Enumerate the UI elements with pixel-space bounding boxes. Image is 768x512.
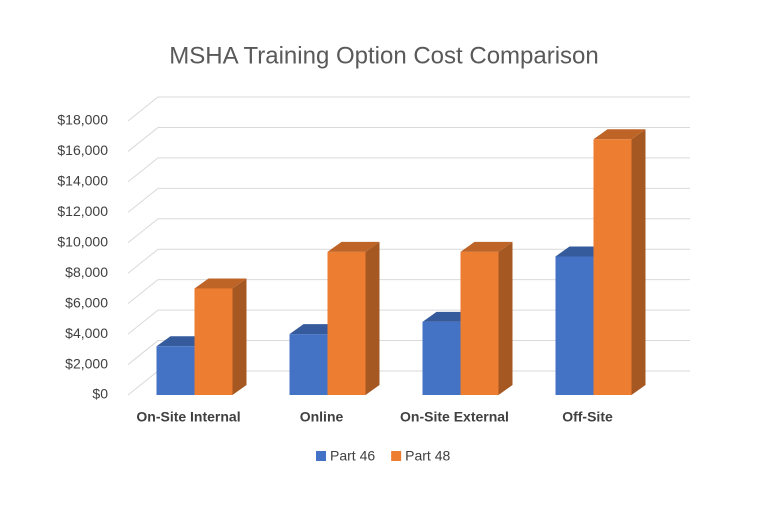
- y-tick-label: $14,000: [57, 173, 108, 189]
- x-tick-label: On-Site External: [400, 409, 509, 425]
- x-tick-label: Online: [300, 409, 344, 425]
- legend-label: Part 48: [405, 448, 450, 464]
- grid-line: [127, 157, 690, 183]
- bar: [422, 321, 461, 395]
- bar-top: [327, 241, 380, 252]
- grid-line: [127, 279, 690, 305]
- bar-top: [194, 278, 247, 289]
- legend-swatch: [391, 451, 402, 461]
- bar: [460, 251, 499, 395]
- y-tick-label: $16,000: [57, 142, 108, 158]
- x-tick-label: On-Site Internal: [136, 409, 240, 425]
- y-tick-label: $10,000: [57, 233, 108, 249]
- bar-side: [232, 278, 247, 395]
- bar-side: [365, 241, 380, 395]
- bar-side: [631, 129, 646, 395]
- grid-line: [127, 96, 690, 122]
- chart-title: MSHA Training Option Cost Comparison: [169, 42, 599, 69]
- bar: [327, 251, 366, 395]
- y-tick-label: $2,000: [65, 355, 108, 371]
- bar: [156, 346, 195, 395]
- bar: [194, 288, 233, 395]
- y-tick-label: $6,000: [65, 294, 108, 310]
- y-tick-label: $0: [92, 386, 108, 402]
- grid-line: [127, 248, 690, 274]
- grid-line: [127, 218, 690, 244]
- bar-top: [593, 129, 646, 140]
- y-tick-label: $8,000: [65, 264, 108, 280]
- legend-label: Part 46: [330, 448, 375, 464]
- y-tick-label: $4,000: [65, 325, 108, 341]
- bar: [289, 334, 328, 395]
- y-tick-label: $18,000: [57, 112, 108, 128]
- bar: [555, 256, 594, 395]
- legend-swatch: [316, 451, 326, 461]
- grid-line: [127, 187, 690, 213]
- bar-side: [498, 241, 513, 395]
- x-tick-label: Off-Site: [562, 409, 613, 425]
- grid-line: [127, 309, 690, 335]
- grid-line: [127, 126, 690, 152]
- bar: [593, 139, 632, 395]
- bar-top: [460, 241, 513, 252]
- y-tick-label: $12,000: [57, 203, 108, 219]
- grid-line: [127, 340, 690, 365]
